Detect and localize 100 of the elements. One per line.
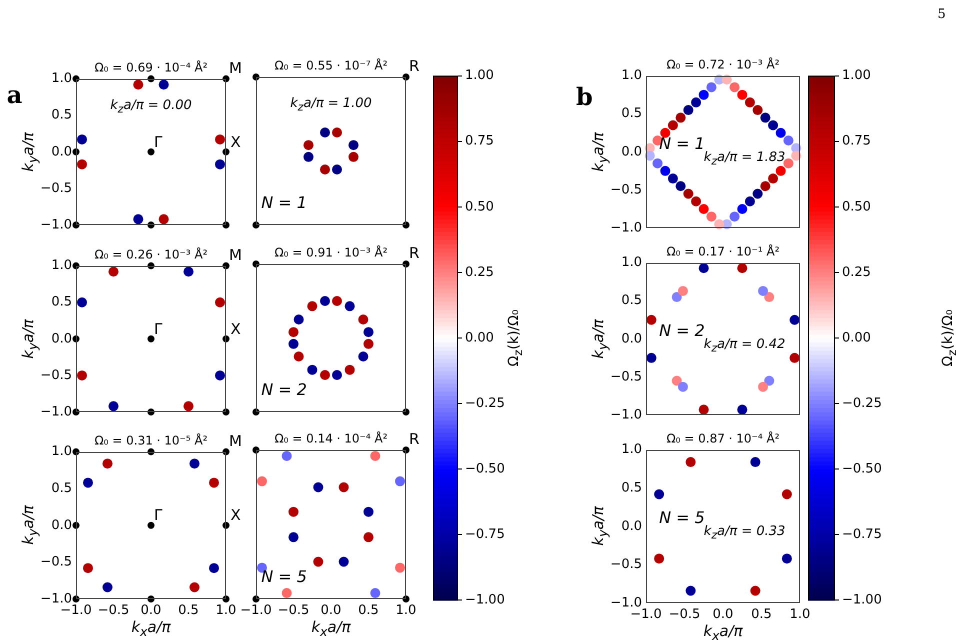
color-bar-label: −1.00 <box>842 592 882 608</box>
point <box>257 476 267 486</box>
annotation: N = 2 <box>261 380 307 399</box>
point <box>646 352 656 363</box>
annotation: N = 5 <box>261 566 307 586</box>
point <box>364 327 374 338</box>
x-tick-label: 0.5 <box>751 607 772 622</box>
color-bar-label: −1.00 <box>465 592 505 608</box>
y-tick-label: 1.0 <box>51 258 72 274</box>
y-tick-label: −0.5 <box>40 180 72 196</box>
y-tick-label: −1.0 <box>40 591 72 606</box>
chart-title: Ω₀ = 0.72 · 10⁻³ Å² <box>666 57 780 72</box>
point <box>370 588 380 598</box>
color-bar-label: 0.75 <box>465 134 494 149</box>
point <box>332 164 342 174</box>
point <box>668 174 678 184</box>
point <box>282 588 292 598</box>
annotation: k$_{z}$a/π = 1.00 <box>290 96 372 114</box>
point <box>307 301 318 312</box>
point <box>776 128 786 138</box>
point <box>338 482 349 492</box>
y-tick-label: 0.0 <box>621 518 642 534</box>
point <box>282 450 292 461</box>
annotation: k$_{z}$a/π = 0.33 <box>704 523 786 541</box>
x-tick-label: −0.5 <box>278 603 310 618</box>
point <box>358 352 368 362</box>
annotation: k$_{z}$a/π = 0.42 <box>704 336 786 354</box>
y-tick-label: 1.0 <box>621 255 642 270</box>
annotation: k$_{z}$a/π = 0.00 <box>110 97 192 115</box>
point <box>313 556 324 567</box>
point <box>652 158 663 168</box>
point <box>782 554 792 564</box>
y-tick-label: −0.5 <box>610 182 642 198</box>
point <box>320 370 330 380</box>
point <box>358 314 368 324</box>
point <box>320 296 330 306</box>
color-bar-label: −0.75 <box>465 527 505 542</box>
chart-title: Ω₀ = 0.31 · 10⁻⁵ Å² <box>94 433 208 448</box>
point <box>108 401 118 412</box>
point <box>133 214 144 224</box>
point <box>660 166 670 176</box>
y-tick-label: −0.5 <box>40 554 72 570</box>
chart-title: Ω₀ = 0.14 · 10⁻⁴ Å² <box>274 431 388 446</box>
text: a <box>6 80 22 109</box>
text: b <box>576 82 593 111</box>
point <box>184 401 194 412</box>
color-bar-label: −0.25 <box>465 396 505 411</box>
point <box>660 128 670 138</box>
x-tick-label: 1.0 <box>216 603 236 618</box>
y-tick-label: 0.0 <box>51 331 72 346</box>
y-tick-label: 1.0 <box>621 442 642 458</box>
point <box>730 82 740 92</box>
x-tick-label: −1.0 <box>240 603 272 618</box>
point <box>77 159 87 170</box>
x-tick-label: −0.5 <box>98 603 130 618</box>
point <box>776 166 786 176</box>
point <box>750 586 760 596</box>
color-bar-label: 0.00 <box>842 330 871 346</box>
y-tick-label: 0.5 <box>621 106 642 122</box>
y-tick-label: −1.0 <box>610 407 642 422</box>
color-bar-label: 1.00 <box>465 68 494 84</box>
point <box>737 204 748 214</box>
point <box>158 214 169 224</box>
point <box>215 134 225 144</box>
y-tick-label: −0.5 <box>610 369 642 384</box>
y-tick-label: −1.0 <box>40 217 72 232</box>
color-bar-label: 0.00 <box>465 330 494 346</box>
x-axis-title: k$_{x}$a/π <box>311 618 351 640</box>
point <box>768 120 778 130</box>
point <box>752 188 763 199</box>
point <box>288 506 298 517</box>
point <box>348 152 358 162</box>
point <box>686 457 696 468</box>
y-tick-label: 0.0 <box>51 518 72 533</box>
point <box>288 327 298 338</box>
point <box>304 152 314 162</box>
x-axis-title: k$_{x}$a/π <box>131 618 171 640</box>
text: M <box>229 432 242 450</box>
y-tick-label: 0.0 <box>51 144 72 160</box>
point <box>678 286 688 296</box>
point <box>77 370 87 380</box>
annotation: N = 5 <box>659 508 705 528</box>
y-tick-label: −0.5 <box>610 557 642 572</box>
point <box>646 314 656 325</box>
y-tick-label: 1.0 <box>51 71 72 86</box>
point <box>304 140 314 150</box>
point <box>108 266 118 277</box>
point <box>364 338 374 349</box>
point <box>654 554 664 564</box>
point <box>790 352 800 363</box>
point <box>294 352 304 362</box>
chart-title: Ω₀ = 0.69 · 10⁻⁴ Å² <box>94 60 208 74</box>
point <box>698 404 709 415</box>
point <box>752 105 763 116</box>
x-tick-label: 0.0 <box>712 607 734 622</box>
point <box>737 404 748 415</box>
point <box>83 563 93 574</box>
point <box>288 532 298 542</box>
y-tick-label: −1.0 <box>40 404 72 420</box>
point <box>672 376 682 386</box>
